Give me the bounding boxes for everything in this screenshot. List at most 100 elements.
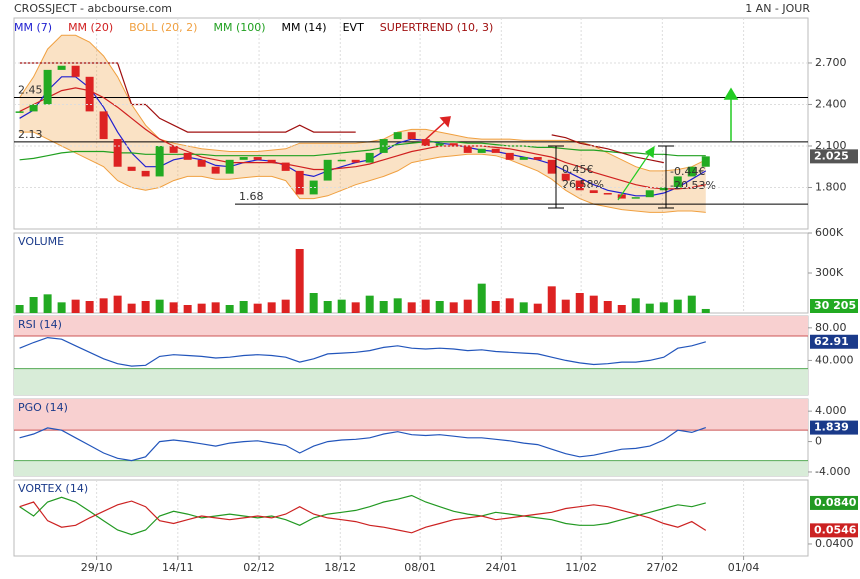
volume-bar bbox=[463, 299, 472, 313]
candle bbox=[295, 170, 304, 195]
volume-bar bbox=[281, 299, 290, 313]
candle bbox=[477, 148, 486, 153]
volume-bar bbox=[701, 308, 710, 313]
bollinger-band bbox=[19, 35, 706, 213]
volume-bar bbox=[477, 283, 486, 313]
legend-entry: MM (20) bbox=[68, 21, 113, 34]
candle bbox=[169, 145, 178, 153]
candle bbox=[435, 143, 444, 146]
y-tick-label: 600K bbox=[815, 226, 844, 239]
volume-bar bbox=[295, 249, 304, 313]
x-tick-label: 27/02 bbox=[647, 561, 679, 574]
candle bbox=[183, 152, 192, 160]
volume-bar bbox=[337, 299, 346, 313]
candle bbox=[463, 145, 472, 153]
panel-title: VOLUME bbox=[18, 235, 64, 248]
volume-bar bbox=[253, 303, 262, 313]
y-tick-label: 4.000 bbox=[815, 404, 847, 417]
volume-bar bbox=[127, 303, 136, 313]
value-badge bbox=[810, 495, 858, 510]
volume-bar bbox=[183, 305, 192, 313]
candle bbox=[547, 159, 556, 174]
candle bbox=[253, 157, 262, 160]
volume-bar bbox=[407, 302, 416, 313]
value-badge-label: 0.0546 bbox=[814, 523, 857, 536]
candle bbox=[659, 187, 668, 191]
candle bbox=[393, 132, 402, 140]
volume-bar bbox=[561, 299, 570, 313]
volume-bar bbox=[533, 303, 542, 313]
legend-entry: MM (100) bbox=[213, 21, 265, 34]
moving-average bbox=[19, 141, 706, 161]
volume-bar bbox=[309, 293, 318, 313]
y-tick-label: 0.0400 bbox=[815, 537, 854, 550]
volume-bar bbox=[267, 302, 276, 313]
legend-entry: EVT bbox=[343, 21, 364, 34]
candle bbox=[323, 159, 332, 181]
value-badge-label: 0.0840 bbox=[814, 496, 857, 509]
candle bbox=[687, 166, 696, 177]
value-badge-label: 62.91 bbox=[814, 335, 849, 348]
value-badge bbox=[810, 420, 858, 435]
candle bbox=[85, 76, 94, 112]
indicator-line bbox=[19, 427, 706, 462]
candle bbox=[141, 170, 150, 177]
panel-title: PGO (14) bbox=[18, 401, 68, 414]
volume-bar bbox=[225, 305, 234, 313]
candle bbox=[603, 193, 612, 195]
overbought-zone bbox=[14, 399, 808, 431]
value-badge bbox=[810, 299, 858, 313]
overbought-zone bbox=[14, 316, 808, 336]
volume-bar bbox=[85, 301, 94, 313]
candle bbox=[225, 159, 234, 174]
y-tick-label: 0 bbox=[815, 435, 822, 448]
volume-bar bbox=[141, 301, 150, 313]
volume-bar bbox=[603, 301, 612, 313]
candle bbox=[127, 166, 136, 171]
arrow bbox=[617, 145, 655, 201]
candle bbox=[449, 143, 458, 146]
y-tick-label: 40.000 bbox=[815, 353, 854, 366]
chart-title: CROSSJECT - abcbourse.com bbox=[14, 2, 172, 15]
volume-bar bbox=[43, 294, 52, 313]
volume-bar bbox=[589, 295, 598, 313]
volume-bar bbox=[645, 303, 654, 313]
candle bbox=[281, 162, 290, 171]
candle bbox=[197, 159, 206, 167]
candle bbox=[491, 148, 500, 153]
volume-bar bbox=[421, 299, 430, 313]
candle bbox=[701, 156, 710, 167]
candle bbox=[645, 190, 654, 198]
level-label: 2.45 bbox=[18, 84, 43, 97]
y-tick-label: 300K bbox=[815, 266, 844, 279]
x-tick-label: 02/12 bbox=[243, 561, 275, 574]
value-badge bbox=[810, 334, 858, 349]
y-tick-label: -4.000 bbox=[815, 465, 850, 478]
oversold-zone bbox=[14, 368, 808, 395]
candle bbox=[211, 166, 220, 174]
level-label: 1.68 bbox=[239, 190, 264, 203]
panel-title: VORTEX (14) bbox=[18, 482, 88, 495]
value-badge bbox=[810, 149, 858, 164]
vortex-line bbox=[19, 494, 706, 536]
x-tick-label: 11/02 bbox=[565, 561, 597, 574]
volume-bar bbox=[169, 302, 178, 313]
candle bbox=[589, 190, 598, 194]
legend-entry: MM (14) bbox=[282, 21, 327, 34]
volume-bar bbox=[379, 301, 388, 313]
candle bbox=[267, 159, 276, 163]
volume-bar bbox=[491, 301, 500, 313]
volume-bar bbox=[211, 302, 220, 313]
volume-bar bbox=[365, 295, 374, 313]
volume-bar bbox=[99, 298, 108, 313]
x-tick-label: 08/01 bbox=[404, 561, 436, 574]
volume-bar bbox=[239, 301, 248, 313]
volume-bar bbox=[155, 299, 164, 313]
legend-entry: SUPERTREND (10, 3) bbox=[380, 21, 494, 34]
volume-bar bbox=[113, 295, 122, 313]
volume-bar bbox=[197, 303, 206, 313]
candle bbox=[575, 180, 584, 191]
volume-bar bbox=[435, 301, 444, 313]
value-badge bbox=[810, 523, 858, 538]
